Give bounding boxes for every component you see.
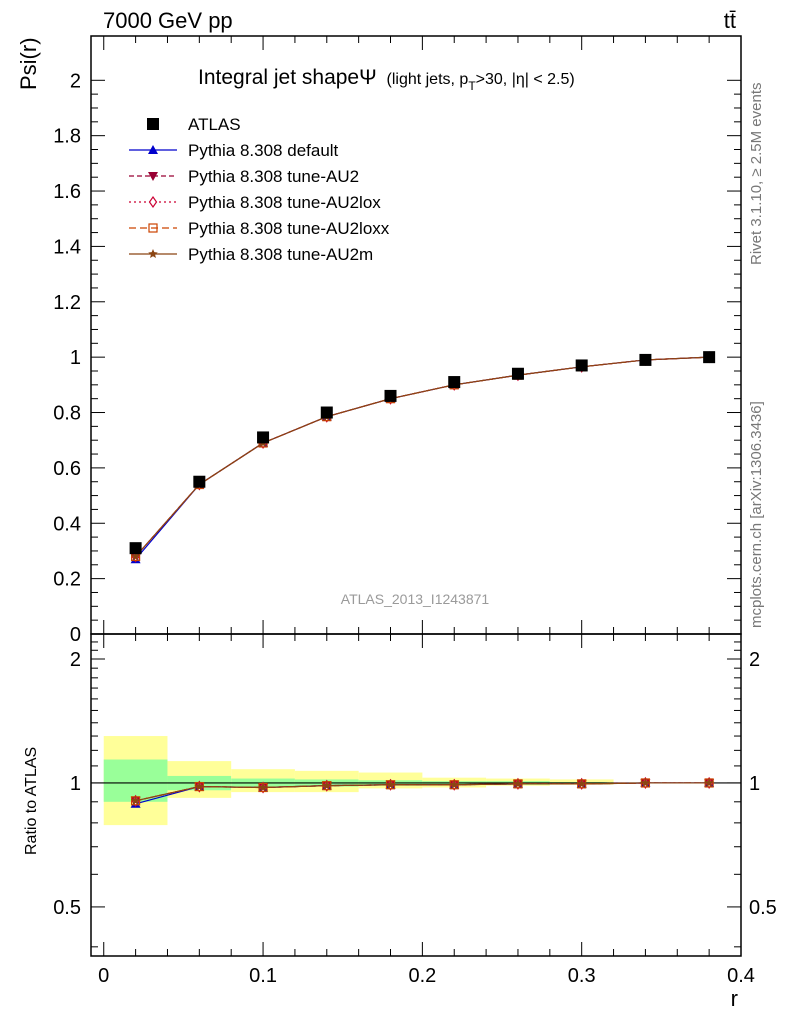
main-series-line	[135, 356, 710, 557]
legend-marker	[148, 223, 158, 233]
ratio-y-tick-label-right: 1	[749, 773, 760, 795]
title-sub-t: T	[468, 79, 476, 93]
legend-marker	[148, 172, 158, 181]
legend: ATLAS Pythia 8.308 default Pythia 8.308 tu…	[129, 115, 390, 264]
main-y-tick-label: 1.4	[53, 236, 81, 258]
analysis-watermark: ATLAS_2013_I1243871	[341, 591, 490, 607]
chart-title: Integral jet shapeΨ (light jets, pT>30, …	[198, 66, 575, 93]
main-y-tick-label: 0.4	[53, 513, 81, 535]
main-series-point	[130, 551, 141, 561]
main-y-tick-label: 0	[70, 624, 81, 646]
process-label: tt̄	[724, 8, 736, 33]
legend-label: Pythia 8.308 tune-AU2m	[188, 245, 373, 264]
main-series-line	[135, 356, 710, 560]
ratio-y-tick-label: 1	[70, 773, 81, 795]
main-y-tick-label: 0.2	[53, 569, 81, 591]
main-y-tick-label: 1	[70, 347, 81, 369]
main-y-tick-label: 2	[70, 70, 81, 92]
ratio-band-inner	[103, 759, 168, 802]
ratio-y-tick-label-right: 2	[749, 649, 760, 671]
main-series-line	[135, 356, 710, 557]
atlas-data-point	[511, 367, 524, 380]
legend-marker	[148, 145, 158, 154]
main-y-axis-label: Psi(r)	[16, 37, 41, 90]
main-y-tick-label: 1.6	[53, 181, 81, 203]
ratio-series-point	[322, 780, 332, 790]
atlas-data-point	[129, 542, 142, 555]
legend-label: Pythia 8.308 default	[188, 141, 339, 160]
mcplots-label: mcplots.cern.ch [arXiv:1306.3436]	[748, 401, 765, 628]
legend-label: Pythia 8.308 tune-AU2loxx	[188, 219, 390, 238]
main-y-tick-label: 1.8	[53, 126, 81, 148]
x-tick-label: 0	[98, 965, 109, 987]
ratio-frame-border	[90, 633, 742, 957]
legend-label-atlas: ATLAS	[188, 115, 241, 134]
atlas-data-point	[703, 351, 716, 364]
x-tick-label: 0.3	[568, 965, 596, 987]
atlas-data-point	[384, 389, 397, 402]
ratio-y-tick-label: 0.5	[53, 897, 81, 919]
legend-marker-atlas	[147, 118, 159, 130]
x-axis-label: r	[731, 986, 738, 1011]
atlas-data-point	[320, 406, 333, 419]
ratio-y-tick-label-right: 0.5	[749, 897, 777, 919]
ratio-series-point	[130, 795, 141, 805]
main-series-line	[135, 356, 710, 557]
main-y-tick-label: 0.6	[53, 458, 81, 480]
ratio-series-point	[513, 778, 523, 788]
main-y-tick-label: 1.2	[53, 292, 81, 314]
atlas-data-point	[193, 475, 206, 488]
main-series-group	[129, 351, 716, 564]
title-symbol: Ψ	[359, 66, 377, 89]
atlas-data-point	[257, 431, 270, 444]
ratio-series-point	[194, 781, 205, 791]
ratio-series-point	[576, 778, 587, 788]
legend-marker	[148, 195, 158, 209]
atlas-data-point	[639, 353, 652, 366]
x-tick-label: 0.2	[408, 965, 436, 987]
ratio-uncertainty-bands	[103, 736, 614, 826]
ratio-series-point	[258, 782, 268, 792]
rivet-label: Rivet 3.1.10, ≥ 2.5M events	[748, 83, 765, 266]
x-tick-label: 0.4	[727, 965, 755, 987]
ratio-series-group	[130, 776, 715, 808]
main-y-tick-label: 0.8	[53, 403, 81, 425]
ratio-series-point	[704, 777, 714, 788]
legend-marker	[148, 249, 158, 259]
legend-label: Pythia 8.308 tune-AU2lox	[188, 193, 381, 212]
title-main: Integral jet shape	[198, 66, 359, 89]
atlas-data-point	[448, 376, 461, 389]
ratio-series-point	[640, 777, 651, 788]
main-series-line	[135, 356, 710, 557]
ratio-series-point	[385, 779, 396, 789]
x-tick-label: 0.1	[249, 965, 277, 987]
legend-label: Pythia 8.308 tune-AU2	[188, 167, 359, 186]
ratio-y-axis-label: Ratio to ATLAS	[23, 747, 40, 855]
title-sub: (light jets, p	[387, 71, 469, 88]
ratio-y-tick-label: 2	[70, 649, 81, 671]
ratio-series-point	[449, 779, 459, 789]
svg-text:Integral jet shapeΨ (l: Integral jet shapeΨ (light jets, pT>30, …	[198, 66, 575, 93]
ratio-plot-frame: 0 0.1 0.2 0.3 0.4 0.5 0.5 1 1 2 2	[53, 633, 777, 987]
ratio-series-line	[135, 782, 710, 802]
title-sub-rest: >30, |η| < 2.5)	[476, 71, 575, 88]
energy-label: 7000 GeV pp	[103, 8, 233, 33]
atlas-data-point	[575, 359, 588, 372]
